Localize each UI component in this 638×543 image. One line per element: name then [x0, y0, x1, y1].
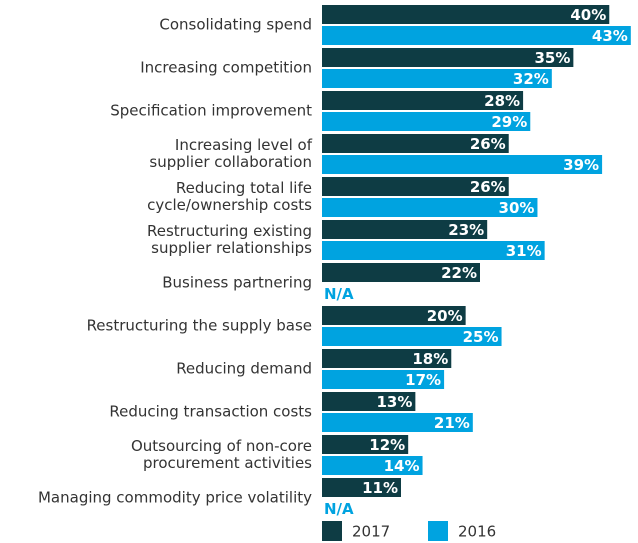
- bar: [322, 48, 574, 67]
- legend-label: 2017: [352, 523, 390, 541]
- value-label: 26%: [470, 178, 506, 196]
- value-label: N/A: [324, 500, 354, 518]
- value-label: 13%: [376, 393, 412, 411]
- bar: [322, 177, 509, 196]
- legend-swatch: [428, 521, 448, 541]
- value-label: 23%: [448, 221, 484, 239]
- bar: [322, 69, 552, 88]
- bar: [322, 26, 631, 45]
- category-label: Increasing level of supplier collaborati…: [149, 136, 312, 171]
- bar: [322, 478, 401, 497]
- value-label: 18%: [412, 350, 448, 368]
- value-label: 11%: [362, 479, 398, 497]
- value-label: N/A: [324, 285, 354, 303]
- value-label: 22%: [441, 264, 477, 282]
- value-label: 14%: [384, 457, 420, 475]
- bar: [322, 263, 480, 282]
- bar: [322, 155, 603, 174]
- category-label: Restructuring the supply base: [86, 316, 312, 335]
- category-label: Restructuring existing supplier relation…: [146, 222, 312, 257]
- bar: [322, 220, 488, 239]
- value-label: 28%: [484, 92, 520, 110]
- bar: [322, 392, 416, 411]
- value-label: 12%: [369, 436, 405, 454]
- value-label: 29%: [491, 113, 527, 131]
- bar: [322, 241, 545, 260]
- bar: [322, 327, 502, 346]
- category-label: Increasing competition: [140, 58, 312, 77]
- value-label: 25%: [463, 328, 499, 346]
- bar: [322, 198, 538, 217]
- value-label: 43%: [592, 27, 628, 45]
- bar: [322, 306, 466, 325]
- category-label: Outsourcing of non-core procurement acti…: [130, 437, 312, 472]
- category-label: Managing commodity price volatility: [37, 488, 312, 507]
- category-label: Reducing transaction costs: [109, 402, 312, 421]
- category-label: Consolidating spend: [159, 15, 312, 34]
- legend-swatch: [322, 521, 342, 541]
- value-label: 31%: [506, 242, 542, 260]
- value-label: 21%: [434, 414, 470, 432]
- value-label: 30%: [499, 199, 535, 217]
- value-label: 20%: [427, 307, 463, 325]
- category-label: Specification improvement: [110, 101, 312, 120]
- category-label: Reducing demand: [176, 359, 312, 378]
- legend-label: 2016: [458, 523, 496, 541]
- value-label: 32%: [513, 70, 549, 88]
- bar: [322, 435, 409, 454]
- value-label: 17%: [405, 371, 441, 389]
- value-label: 35%: [534, 49, 570, 67]
- value-label: 39%: [563, 156, 599, 174]
- bar: [322, 370, 445, 389]
- bar: [322, 112, 531, 131]
- category-label: Business partnering: [162, 273, 312, 292]
- bar: [322, 456, 423, 475]
- value-label: 40%: [570, 6, 606, 24]
- bar: [322, 413, 473, 432]
- value-label: 26%: [470, 135, 506, 153]
- bar: [322, 5, 610, 24]
- bar: [322, 134, 509, 153]
- bar: [322, 349, 452, 368]
- category-label: Reducing total life cycle/ownership cost…: [147, 179, 312, 214]
- bar: [322, 91, 524, 110]
